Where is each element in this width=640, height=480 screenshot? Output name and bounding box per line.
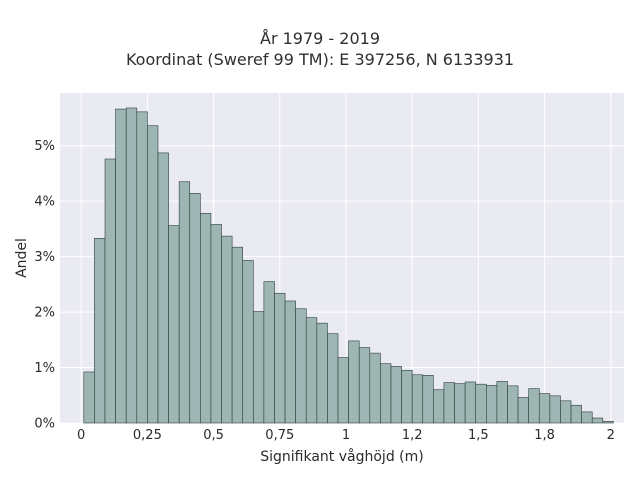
y-tick-labels: 0% 1% 2% 3% 4% 5%	[34, 139, 55, 431]
histogram-bar	[401, 370, 413, 424]
y-axis-label: Andel	[14, 238, 30, 278]
histogram-bar	[83, 371, 95, 424]
histogram-bar	[475, 383, 487, 424]
x-tick-label: 0,75	[265, 428, 294, 443]
histogram-bar	[433, 389, 445, 424]
x-tick-label: 2	[607, 428, 615, 443]
histogram-bar	[210, 224, 222, 424]
y-tick-label: 5%	[34, 139, 55, 154]
histogram-bar	[549, 395, 561, 424]
histogram-bar	[242, 260, 254, 424]
histogram-bar	[496, 381, 508, 424]
histogram-bar	[591, 417, 604, 424]
x-tick-label: 0,5	[203, 428, 224, 443]
x-tick-label: 0,25	[133, 428, 162, 443]
x-tick-label: 1,2	[402, 428, 423, 443]
histogram-bar	[200, 213, 212, 424]
histogram-bar	[454, 383, 466, 424]
histogram-bar	[443, 382, 455, 424]
histogram-bar	[263, 281, 275, 424]
histogram-bar	[327, 333, 339, 424]
histogram-bar	[189, 193, 201, 424]
histogram-bars	[83, 107, 614, 424]
histogram-bar	[178, 181, 191, 424]
y-tick-label: 3%	[34, 250, 55, 265]
histogram-bar	[337, 357, 349, 424]
chart-title-line1: År 1979 - 2019	[260, 29, 380, 48]
histogram-bar	[147, 125, 159, 424]
histogram-bar	[284, 300, 296, 424]
histogram-bar	[305, 317, 318, 424]
y-tick-label: 1%	[34, 361, 55, 376]
histogram-bar	[358, 347, 371, 424]
histogram-bar	[104, 158, 116, 424]
y-tick-label: 2%	[34, 306, 55, 321]
histogram-bar	[157, 152, 169, 424]
histogram-bar	[274, 292, 286, 424]
histogram-bar	[94, 238, 106, 424]
histogram-bar	[581, 411, 593, 424]
x-tick-label: 1,5	[468, 428, 489, 443]
histogram-bar	[380, 363, 392, 424]
histogram-bar	[252, 311, 265, 424]
histogram-bar	[570, 404, 582, 424]
histogram-bar	[464, 381, 477, 424]
histogram-bar	[316, 322, 328, 424]
histogram-bar	[517, 397, 529, 424]
histogram-bar	[560, 400, 572, 424]
x-tick-label: 1	[342, 428, 350, 443]
histogram-bar	[136, 111, 148, 424]
y-tick-label: 0%	[34, 417, 55, 432]
histogram-bar	[231, 246, 244, 424]
y-tick-label: 4%	[34, 195, 55, 210]
histogram-bar	[507, 385, 519, 424]
histogram-bar	[528, 388, 540, 424]
histogram-bar	[422, 375, 434, 424]
histogram-bar	[538, 393, 551, 424]
histogram-bar	[115, 108, 127, 424]
histogram-bar	[221, 235, 233, 424]
histogram-bar	[390, 366, 402, 424]
x-tick-label: 1,8	[534, 428, 555, 443]
x-tick-labels: 0 0,25 0,5 0,75 1 1,2 1,5 1,8 2	[77, 428, 615, 443]
histogram-bar	[486, 384, 498, 424]
histogram-bar	[295, 308, 307, 424]
histogram-bar	[348, 340, 360, 424]
histogram-bar	[168, 225, 180, 424]
chart-title-line2: Koordinat (Sweref 99 TM): E 397256, N 61…	[125, 50, 515, 69]
histogram-bar	[602, 421, 614, 424]
histogram-bar	[369, 352, 381, 424]
histogram-bar	[411, 374, 424, 424]
x-axis-label: Signifikant våghöjd (m)	[260, 448, 423, 465]
x-tick-label: 0	[77, 428, 85, 443]
histogram-bar	[125, 107, 138, 424]
